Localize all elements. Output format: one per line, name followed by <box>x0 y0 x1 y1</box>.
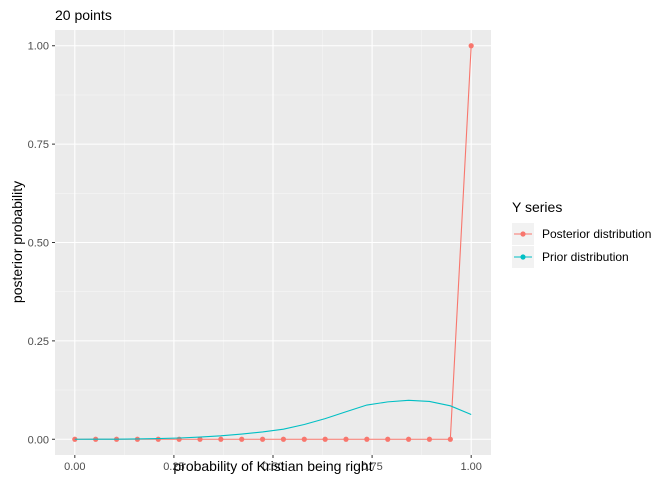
x-axis-title: probability of Kristian being right <box>173 458 372 474</box>
y-tick-label: 1.00 <box>28 41 49 53</box>
y-tick-label: 0.50 <box>28 238 49 250</box>
y-tick-label: 0.00 <box>28 434 49 446</box>
posterior-distribution-point <box>72 436 78 442</box>
posterior-distribution-point <box>239 436 245 442</box>
legend: Y series Posterior distribution Prior dis… <box>512 199 651 268</box>
legend-key-posterior-distribution <box>512 223 534 245</box>
posterior-distribution-point <box>364 436 370 442</box>
legend-key-point <box>520 254 526 260</box>
posterior-distribution-point <box>385 436 391 442</box>
posterior-distribution-point <box>447 436 453 442</box>
prior-distribution-line <box>74 399 472 440</box>
y-axis-title: posterior probability <box>9 181 25 303</box>
legend-title: Y series <box>512 199 562 215</box>
y-tick-label: 0.75 <box>28 139 49 151</box>
x-axis: 0.00 0.25 0.50 0.75 1.00 <box>64 455 482 473</box>
legend-label: Prior distribution <box>542 250 629 264</box>
prior-distribution-series <box>74 399 472 440</box>
x-tick-label: 1.00 <box>460 461 481 473</box>
chart-title: 20 points <box>55 7 112 23</box>
x-tick-label: 0.50 <box>262 461 283 473</box>
series-layer <box>72 43 474 442</box>
x-tick-label: 0.00 <box>64 461 85 473</box>
y-axis: 0.00 0.25 0.50 0.75 1.00 <box>28 41 55 446</box>
posterior-distribution-point <box>426 436 433 442</box>
posterior-distribution-point <box>343 436 349 442</box>
legend-key-point <box>520 231 526 237</box>
legend-key-prior-distribution <box>512 246 534 268</box>
posterior-distribution-point <box>322 436 328 442</box>
posterior-distribution-point <box>468 43 474 49</box>
posterior-distribution-point <box>301 436 307 442</box>
posterior-distribution-point <box>197 436 203 442</box>
posterior-distribution-point <box>405 436 412 442</box>
y-tick-label: 0.25 <box>28 336 49 348</box>
posterior-distribution-point <box>218 436 224 442</box>
legend-label: Posterior distribution <box>542 227 651 241</box>
x-tick-label: 0.75 <box>361 461 382 473</box>
posterior-distribution-point <box>155 436 161 442</box>
posterior-distribution-point <box>259 436 266 442</box>
posterior-distribution-point <box>280 436 287 442</box>
x-tick-label: 0.25 <box>163 461 184 473</box>
